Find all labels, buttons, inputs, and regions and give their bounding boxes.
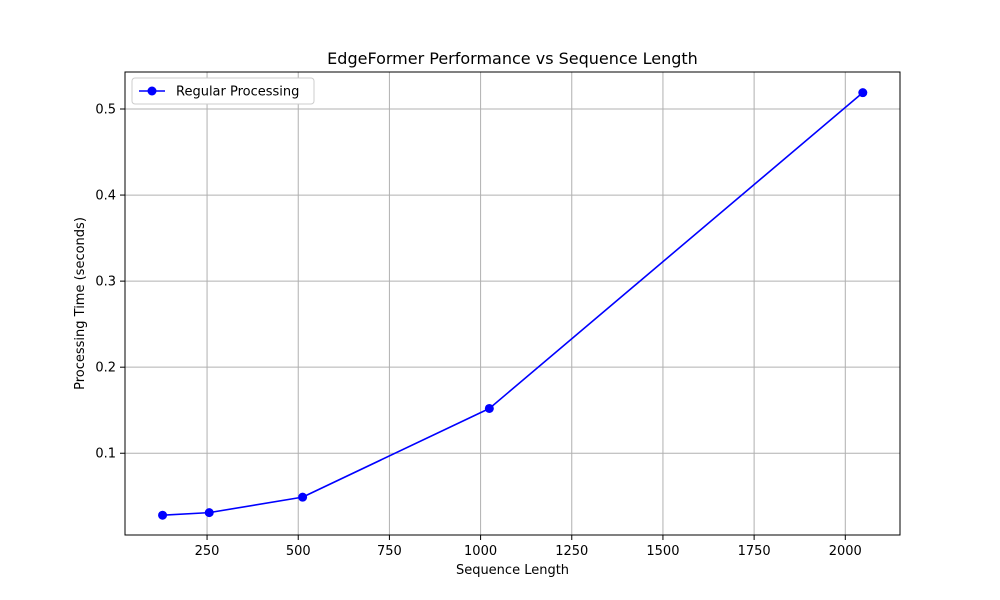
y-tick-label: 0.5 [95,103,116,118]
x-tick-label: 500 [286,544,311,559]
y-axis-ticks: 0.1 0.2 0.3 0.4 0.5 [95,103,125,462]
series-layer [158,88,868,520]
x-tick-label: 1000 [464,544,497,559]
x-tick-label: 2000 [829,544,862,559]
data-point [484,403,494,413]
y-tick-label: 0.1 [95,447,116,462]
x-tick-label: 1500 [646,544,679,559]
plot-area-frame [124,71,901,536]
data-point [158,510,168,520]
x-tick-label: 750 [377,544,402,559]
x-tick-label: 1750 [738,544,771,559]
y-tick-label: 0.2 [95,361,116,376]
legend: Regular Processing [131,77,315,105]
x-axis-label: Sequence Length [456,563,569,578]
y-tick-label: 0.3 [95,275,116,290]
legend-entry-regular-processing: Regular Processing [176,85,299,100]
chart-title: EdgeFormer Performance vs Sequence Lengt… [327,49,698,68]
grid-lines [125,72,900,535]
x-axis-ticks: 250 500 750 1000 1250 1500 1750 2000 [195,535,862,559]
legend-box [131,77,315,105]
x-tick-label: 1250 [555,544,588,559]
y-axis-label: Processing Time (seconds) [73,217,88,390]
y-tick-label: 0.4 [95,189,116,204]
data-point [858,88,868,98]
data-point [204,508,214,518]
x-tick-label: 250 [195,544,220,559]
legend-marker [147,86,157,96]
data-point [298,492,308,502]
